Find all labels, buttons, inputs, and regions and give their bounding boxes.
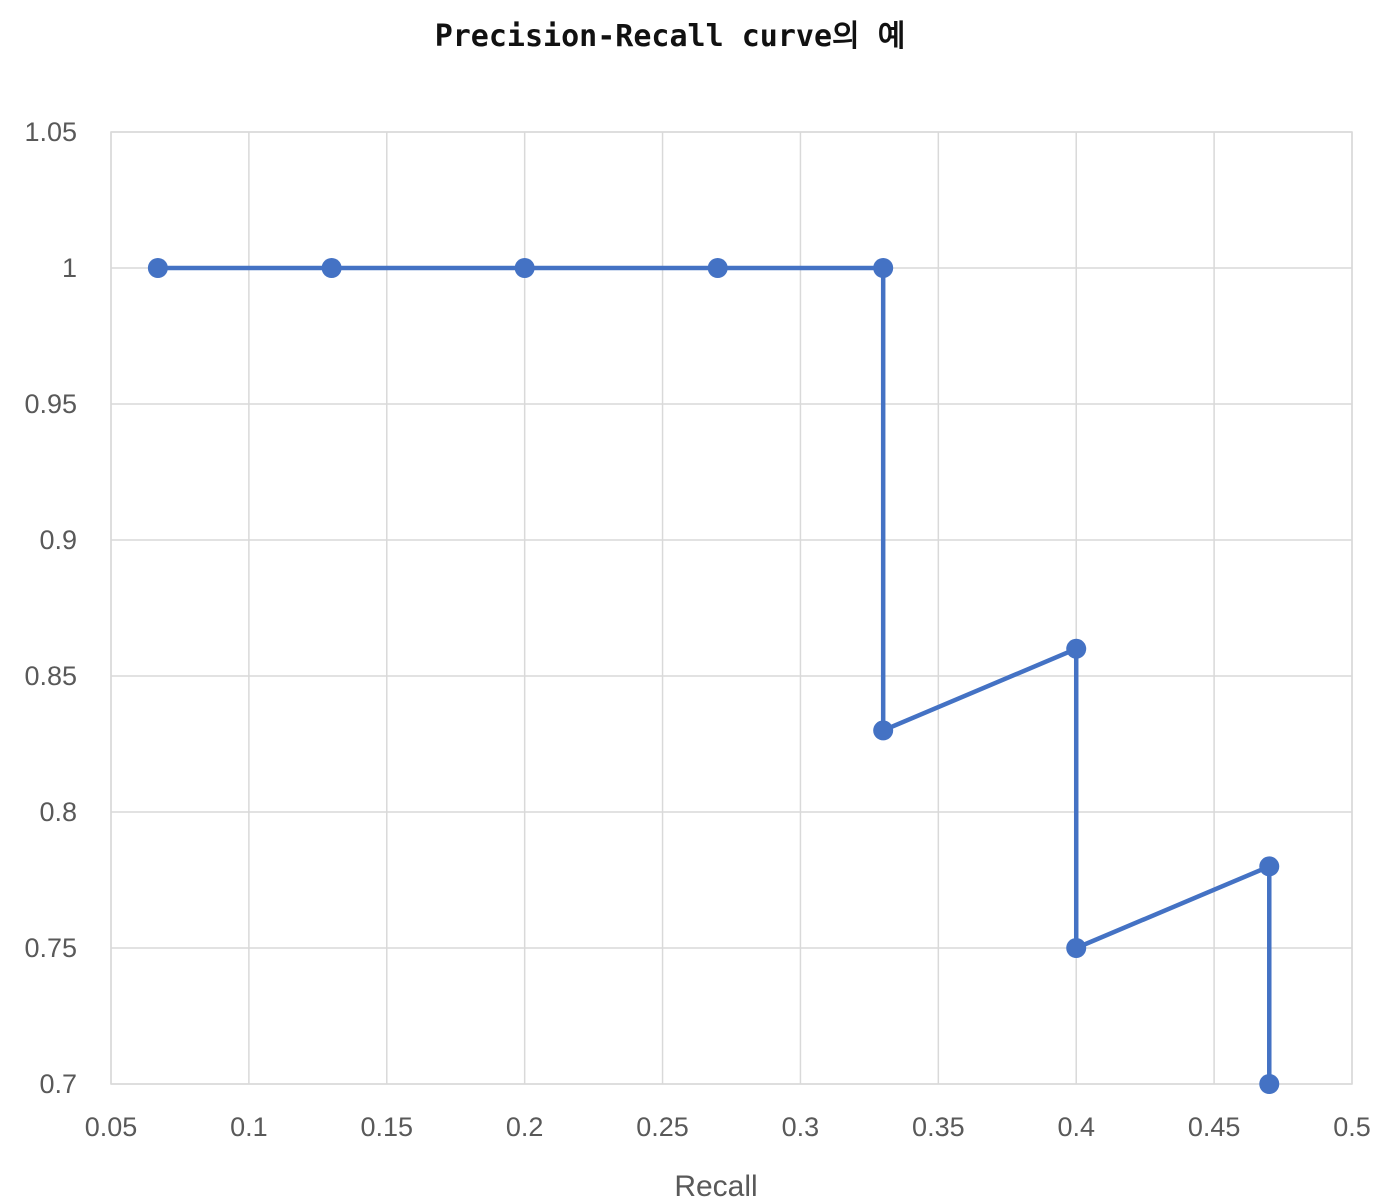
y-tick-label: 0.95 [24,389,77,419]
data-point [514,258,535,278]
x-tick-label: 0.4 [1057,1112,1095,1142]
data-point [873,720,894,741]
y-tick-label: 1.05 [24,117,77,147]
data-point [1066,938,1087,958]
y-tick-label: 0.8 [39,797,77,827]
x-tick-label: 0.25 [636,1112,689,1142]
chart-title: Precision-Recall curve의 예 [435,19,906,54]
data-point [1066,638,1087,659]
x-tick-label: 0.35 [912,1112,965,1142]
data-point [147,258,168,278]
series-line [157,265,1272,1084]
series-precision-recall [147,258,1280,1094]
data-point [873,258,894,278]
x-axis-ticks: 0.05 0.1 0.15 0.2 0.25 0.3 0.35 0.4 0.45 0.5 [85,1112,1371,1142]
y-tick-label: 0.85 [24,661,77,691]
y-axis-ticks: 0.7 0.75 0.8 0.85 0.9 0.95 1 1.05 [24,117,77,1099]
x-tick-label: 0.5 [1333,1112,1371,1142]
data-point [1259,1074,1280,1094]
data-point [1259,856,1280,877]
x-tick-label: 0.15 [360,1112,413,1142]
x-tick-label: 0.05 [85,1112,138,1142]
data-point [707,258,728,278]
y-tick-label: 0.9 [39,525,77,555]
x-tick-label: 0.3 [782,1112,820,1142]
plot-frame [110,131,1353,1085]
x-tick-label: 0.1 [230,1112,268,1142]
grid [110,131,1353,1085]
x-tick-label: 0.2 [506,1112,544,1142]
y-tick-label: 0.7 [39,1069,77,1099]
x-axis-label: Recall [674,1170,757,1203]
x-tick-label: 0.45 [1188,1112,1241,1142]
y-tick-label: 0.75 [24,933,77,963]
data-point [321,258,342,278]
y-tick-label: 1 [62,253,77,283]
